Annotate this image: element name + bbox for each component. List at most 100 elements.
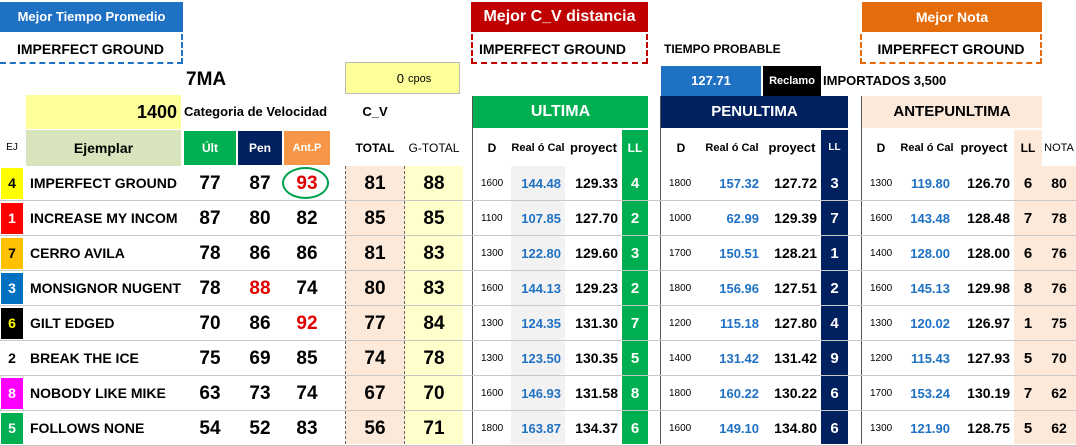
row-antp: 74 — [296, 383, 318, 404]
row-a-ll: 8 — [1023, 280, 1033, 297]
row-nota: 62 — [1051, 385, 1067, 401]
row-a-real: 143.48 — [910, 211, 950, 226]
row-u-ll: 8 — [630, 385, 640, 402]
row-divider — [0, 200, 1076, 201]
row-ult: 77 — [199, 173, 221, 194]
row-p-real: 160.22 — [719, 386, 759, 401]
row-total: 85 — [364, 208, 386, 229]
row-ult: 78 — [199, 243, 221, 264]
mejor-nota-label: Mejor Nota — [862, 2, 1042, 32]
header-total: TOTAL — [355, 141, 395, 155]
row-u-real: 123.50 — [521, 351, 561, 366]
row-a-ll: 1 — [1023, 315, 1033, 332]
header-a-d: D — [876, 141, 886, 155]
cpos-value: 0 — [396, 71, 404, 86]
row-ult: 78 — [199, 278, 221, 299]
header-antp: Ant.P — [284, 131, 330, 165]
row-pen: 52 — [249, 418, 271, 439]
row-u-real: 144.48 — [521, 176, 561, 191]
mejor-cv-horse: IMPERFECT GROUND — [471, 34, 648, 64]
row-divider — [0, 270, 1076, 271]
header-p-real: Real ó Cal — [705, 142, 759, 154]
header-a-ll: LL — [1014, 130, 1042, 166]
row-ejemplar: IMPERFECT GROUND — [30, 175, 177, 191]
row-ej: 7 — [1, 238, 23, 269]
row-pen: 69 — [249, 348, 271, 369]
row-a-proyect: 127.93 — [967, 350, 1010, 366]
row-p-real: 131.42 — [719, 351, 759, 366]
table-row: 4 IMPERFECT GROUND 77 87 93 81 88 1600 144.48 129… — [0, 166, 1076, 201]
data-table-body: 4 IMPERFECT GROUND 77 87 93 81 88 1600 144.48 129… — [0, 166, 1076, 446]
row-total: 80 — [364, 278, 386, 299]
row-p-real: 62.99 — [726, 211, 759, 226]
row-pen: 87 — [249, 173, 271, 194]
table-row: 2 BREAK THE ICE 75 69 85 74 78 1300 123.50 130.35… — [0, 341, 1076, 376]
distance-value: 1400 — [26, 95, 181, 129]
row-p-d: 1700 — [669, 248, 692, 259]
mejor-tiempo-label: Mejor Tiempo Promedio — [0, 2, 183, 32]
row-p-d: 1400 — [669, 353, 692, 364]
row-gtotal: 85 — [423, 208, 445, 229]
header-pen: Pen — [238, 131, 282, 165]
mejor-tiempo-horse: IMPERFECT GROUND — [0, 34, 183, 64]
header-a-proyect: proyect — [960, 140, 1008, 155]
row-a-d: 1600 — [870, 283, 893, 294]
table-row: 1 INCREASE MY INCOM 87 80 82 85 85 1100 107.85 12… — [0, 201, 1076, 236]
row-u-d: 1300 — [481, 353, 504, 364]
row-u-real: 144.13 — [521, 281, 561, 296]
reclamo-label: Reclamo — [763, 66, 821, 96]
row-pen: 88 — [249, 278, 271, 299]
row-u-proyect: 130.35 — [575, 350, 618, 366]
row-divider — [0, 340, 1076, 341]
row-u-d: 1800 — [481, 423, 504, 434]
row-u-ll: 3 — [630, 245, 640, 262]
row-u-proyect: 134.37 — [575, 420, 618, 436]
row-u-proyect: 127.70 — [575, 210, 618, 226]
row-antp: 82 — [296, 208, 318, 229]
row-total: 77 — [364, 313, 386, 334]
header-gtotal: G-TOTAL — [408, 141, 460, 155]
row-gtotal: 88 — [423, 173, 445, 194]
race-label: 7MA — [186, 69, 227, 90]
row-p-proyect: 134.80 — [774, 420, 817, 436]
row-p-proyect: 129.39 — [774, 210, 817, 226]
row-u-real: 163.87 — [521, 421, 561, 436]
row-p-proyect: 130.22 — [774, 385, 817, 401]
row-a-real: 115.43 — [910, 351, 950, 366]
table-row: 5 FOLLOWS NONE 54 52 83 56 71 1800 163.87 134.37 6… — [0, 411, 1076, 446]
row-a-ll: 5 — [1023, 350, 1033, 367]
row-a-ll: 6 — [1023, 245, 1033, 262]
row-total: 81 — [364, 173, 386, 194]
row-ejemplar: INCREASE MY INCOM — [30, 210, 178, 226]
row-ult: 63 — [199, 383, 221, 404]
row-a-real: 128.00 — [910, 246, 950, 261]
row-u-proyect: 131.58 — [575, 385, 618, 401]
row-a-d: 1200 — [870, 353, 893, 364]
row-a-proyect: 128.00 — [967, 245, 1010, 261]
row-gtotal: 78 — [423, 348, 445, 369]
row-pen: 86 — [249, 313, 271, 334]
ultima-header: ULTIMA — [473, 96, 648, 128]
row-nota: 75 — [1051, 315, 1067, 331]
row-u-proyect: 129.23 — [575, 280, 618, 296]
row-p-real: 157.32 — [719, 176, 759, 191]
row-p-d: 1000 — [669, 213, 692, 224]
row-u-d: 1600 — [481, 388, 504, 399]
row-a-proyect: 129.98 — [967, 280, 1010, 296]
table-row: 7 CERRO AVILA 78 86 86 81 83 1300 122.80 129.60 3 1… — [0, 236, 1076, 271]
antepunltima-header: ANTEPUNLTIMA — [862, 96, 1042, 128]
row-p-ll: 1 — [830, 245, 839, 262]
row-p-ll: 2 — [830, 280, 839, 297]
header-p-proyect: proyect — [768, 140, 816, 155]
row-pen: 73 — [249, 383, 271, 404]
row-p-real: 150.51 — [719, 246, 759, 261]
row-divider — [0, 375, 1076, 376]
row-total: 74 — [364, 348, 386, 369]
row-a-proyect: 128.48 — [967, 210, 1010, 226]
row-a-real: 153.24 — [910, 386, 950, 401]
row-a-d: 1400 — [870, 248, 893, 259]
mejor-nota-horse: IMPERFECT GROUND — [860, 34, 1042, 64]
row-p-ll: 7 — [830, 210, 839, 227]
row-u-ll: 2 — [630, 280, 640, 297]
row-a-proyect: 126.70 — [967, 175, 1010, 191]
